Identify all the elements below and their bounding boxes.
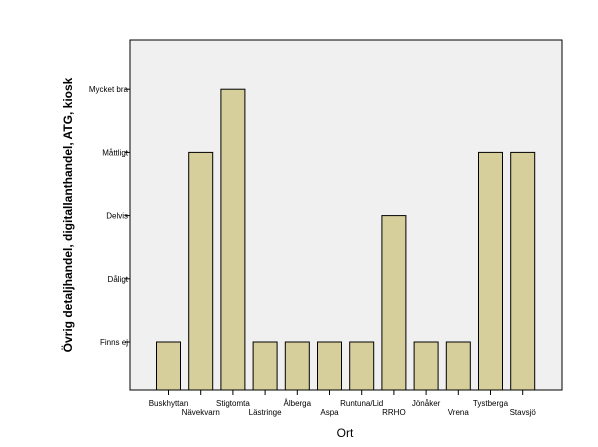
x-tick-label: Aspa	[320, 408, 339, 417]
y-tick-label: Delvis	[106, 212, 128, 221]
x-tick-label: Nävekvarn	[182, 408, 220, 417]
x-tick-label: Stigtomta	[216, 399, 250, 408]
x-tick-label: Jönåker	[412, 399, 441, 408]
y-axis-title: Övrig detaljhandel, digitallanthandel, A…	[60, 77, 75, 352]
bar	[252, 341, 278, 391]
bar	[284, 341, 310, 391]
x-tick-label: Vrena	[448, 408, 470, 417]
bar	[510, 151, 536, 391]
x-tick-label: Tystberga	[473, 399, 509, 408]
x-tick-label: Buskhyttan	[149, 399, 189, 408]
x-tick-label: Lästringe	[249, 408, 282, 417]
bar	[381, 215, 407, 391]
bar	[413, 341, 439, 391]
x-tick-label: Runtuna/Lid	[340, 399, 383, 408]
x-tick-label: Ålberga	[284, 399, 312, 408]
bar	[445, 341, 471, 391]
x-tick-label: Stavsjö	[510, 408, 537, 417]
y-tick-label: Måttligt	[102, 148, 129, 157]
x-axis-title: Ort	[337, 426, 354, 440]
bar	[220, 88, 246, 391]
bar	[349, 341, 375, 391]
bar	[478, 151, 503, 391]
y-tick-label: Finns ej	[100, 338, 128, 347]
y-axis: Finns ej Dåligt Delvis Måttligt Mycket bra	[89, 85, 130, 347]
bar	[156, 341, 181, 391]
x-axis: BuskhyttanNävekvarnStigtomtaLästringeÅlb…	[149, 390, 537, 417]
bar	[188, 151, 214, 391]
bar	[317, 341, 342, 391]
y-tick-label: Dåligt	[108, 275, 129, 284]
y-tick-label: Mycket bra	[89, 85, 129, 94]
x-tick-label: RRHO	[382, 408, 406, 417]
